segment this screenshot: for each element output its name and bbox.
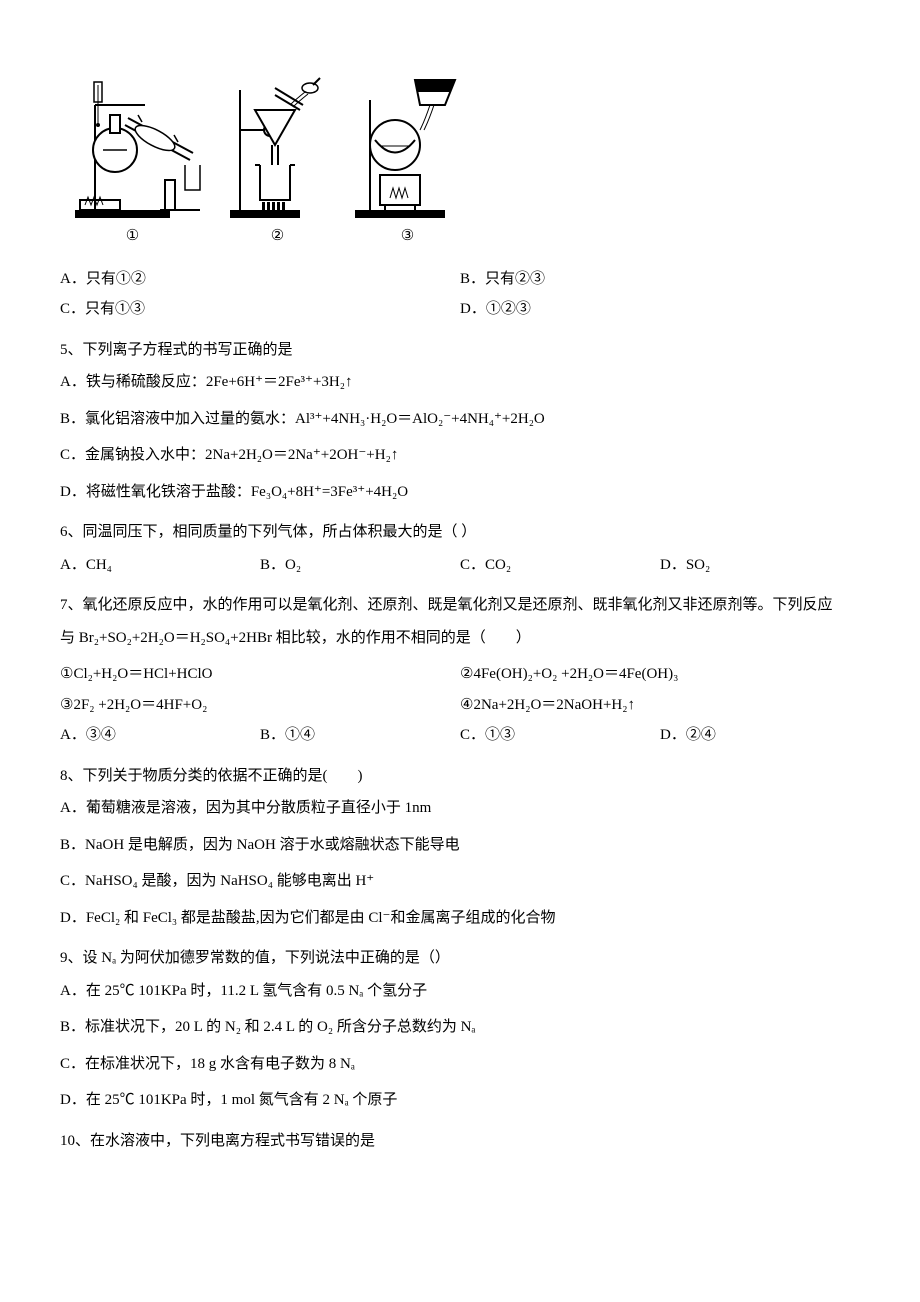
q8-option-b: B．NaOH 是电解质，因为 NaOH 溶于水或熔融状态下能导电 [60,834,860,857]
q5-option-d: D．将磁性氧化铁溶于盐酸：Fe₃O₄+8H⁺=3Fe³⁺+4H₂O [60,481,860,504]
q8-option-c: C．NaHSO₄ 是酸，因为 NaHSO₄ 能够电离出 H⁺ [60,870,860,893]
evaporation-apparatus-icon [350,70,465,220]
q4-option-a: A．只有①② [60,268,460,291]
q9-stem: 9、设 Nₐ 为阿伏加德罗常数的值，下列说法中正确的是（） [60,947,860,970]
filtration-apparatus-icon [225,70,330,220]
q5-option-c: C．金属钠投入水中：2Na+2H₂O＝2Na⁺+2OH⁻+H₂↑ [60,444,860,467]
q7-stem1: 7、氧化还原反应中，水的作用可以是氧化剂、还原剂、既是氧化剂又是还原剂、既非氧化… [60,594,860,617]
diagram-3: ③ [350,70,465,248]
q4-options-row2: C．只有①③ D．①②③ [60,298,860,321]
diagram-label-1: ① [126,225,139,248]
q7-sub1: ①Cl₂+H₂O＝HCl+HClO [60,663,460,686]
diagram-label-3: ③ [401,225,414,248]
q9-option-a: A．在 25℃ 101KPa 时，11.2 L 氢气含有 0.5 Nₐ 个氢分子 [60,980,860,1003]
q7-options: A．③④ B．①④ C．①③ D．②④ [60,724,860,747]
q7-option-d: D．②④ [660,724,860,747]
q7-option-b: B．①④ [260,724,460,747]
q8-option-d: D．FeCl₂ 和 FeCl₃ 都是盐酸盐,因为它们都是由 Cl⁻和金属离子组成… [60,907,860,930]
q8-stem: 8、下列关于物质分类的依据不正确的是( ) [60,765,860,788]
q6-option-c: C．CO₂ [460,554,660,577]
q4-option-d: D．①②③ [460,298,860,321]
q8-option-a: A．葡萄糖液是溶液，因为其中分散质粒子直径小于 1nm [60,797,860,820]
q7-subs-row1: ①Cl₂+H₂O＝HCl+HClO ②4Fe(OH)₂+O₂ +2H₂O＝4Fe… [60,663,860,686]
q7-stem2: 与 Br₂+SO₂+2H₂O＝H₂SO₄+2HBr 相比较，水的作用不相同的是（… [60,627,860,650]
q6-options: A．CH₄ B．O₂ C．CO₂ D．SO₂ [60,554,860,577]
q9-option-b: B．标准状况下，20 L 的 N₂ 和 2.4 L 的 O₂ 所含分子总数约为 … [60,1016,860,1039]
q10-stem: 10、在水溶液中，下列电离方程式书写错误的是 [60,1130,860,1153]
q5-stem: 5、下列离子方程式的书写正确的是 [60,339,860,362]
diagram-row: ① ② [60,70,860,248]
q6-option-a: A．CH₄ [60,554,260,577]
q4-option-b: B．只有②③ [460,268,860,291]
q6-option-d: D．SO₂ [660,554,860,577]
q4-option-c: C．只有①③ [60,298,460,321]
distillation-apparatus-icon [60,70,205,220]
q9-option-c: C．在标准状况下，18 g 水含有电子数为 8 Nₐ [60,1053,860,1076]
q7-sub4: ④2Na+2H₂O＝2NaOH+H₂↑ [460,694,860,717]
q5-option-a: A．铁与稀硫酸反应：2Fe+6H⁺＝2Fe³⁺+3H₂↑ [60,371,860,394]
q6-stem: 6、同温同压下，相同质量的下列气体，所占体积最大的是（ ） [60,521,860,544]
q7-sub2: ②4Fe(OH)₂+O₂ +2H₂O＝4Fe(OH)₃ [460,663,860,686]
q5-option-b: B．氯化铝溶液中加入过量的氨水：Al³⁺+4NH₃·H₂O＝AlO₂⁻+4NH₄… [60,408,860,431]
q6-option-b: B．O₂ [260,554,460,577]
diagram-1: ① [60,70,205,248]
q7-option-c: C．①③ [460,724,660,747]
q4-options-row1: A．只有①② B．只有②③ [60,268,860,291]
diagram-2: ② [225,70,330,248]
diagram-label-2: ② [271,225,284,248]
q7-subs-row2: ③2F₂ +2H₂O＝4HF+O₂ ④2Na+2H₂O＝2NaOH+H₂↑ [60,694,860,717]
q7-option-a: A．③④ [60,724,260,747]
q7-sub3: ③2F₂ +2H₂O＝4HF+O₂ [60,694,460,717]
q9-option-d: D．在 25℃ 101KPa 时，1 mol 氮气含有 2 Nₐ 个原子 [60,1089,860,1112]
